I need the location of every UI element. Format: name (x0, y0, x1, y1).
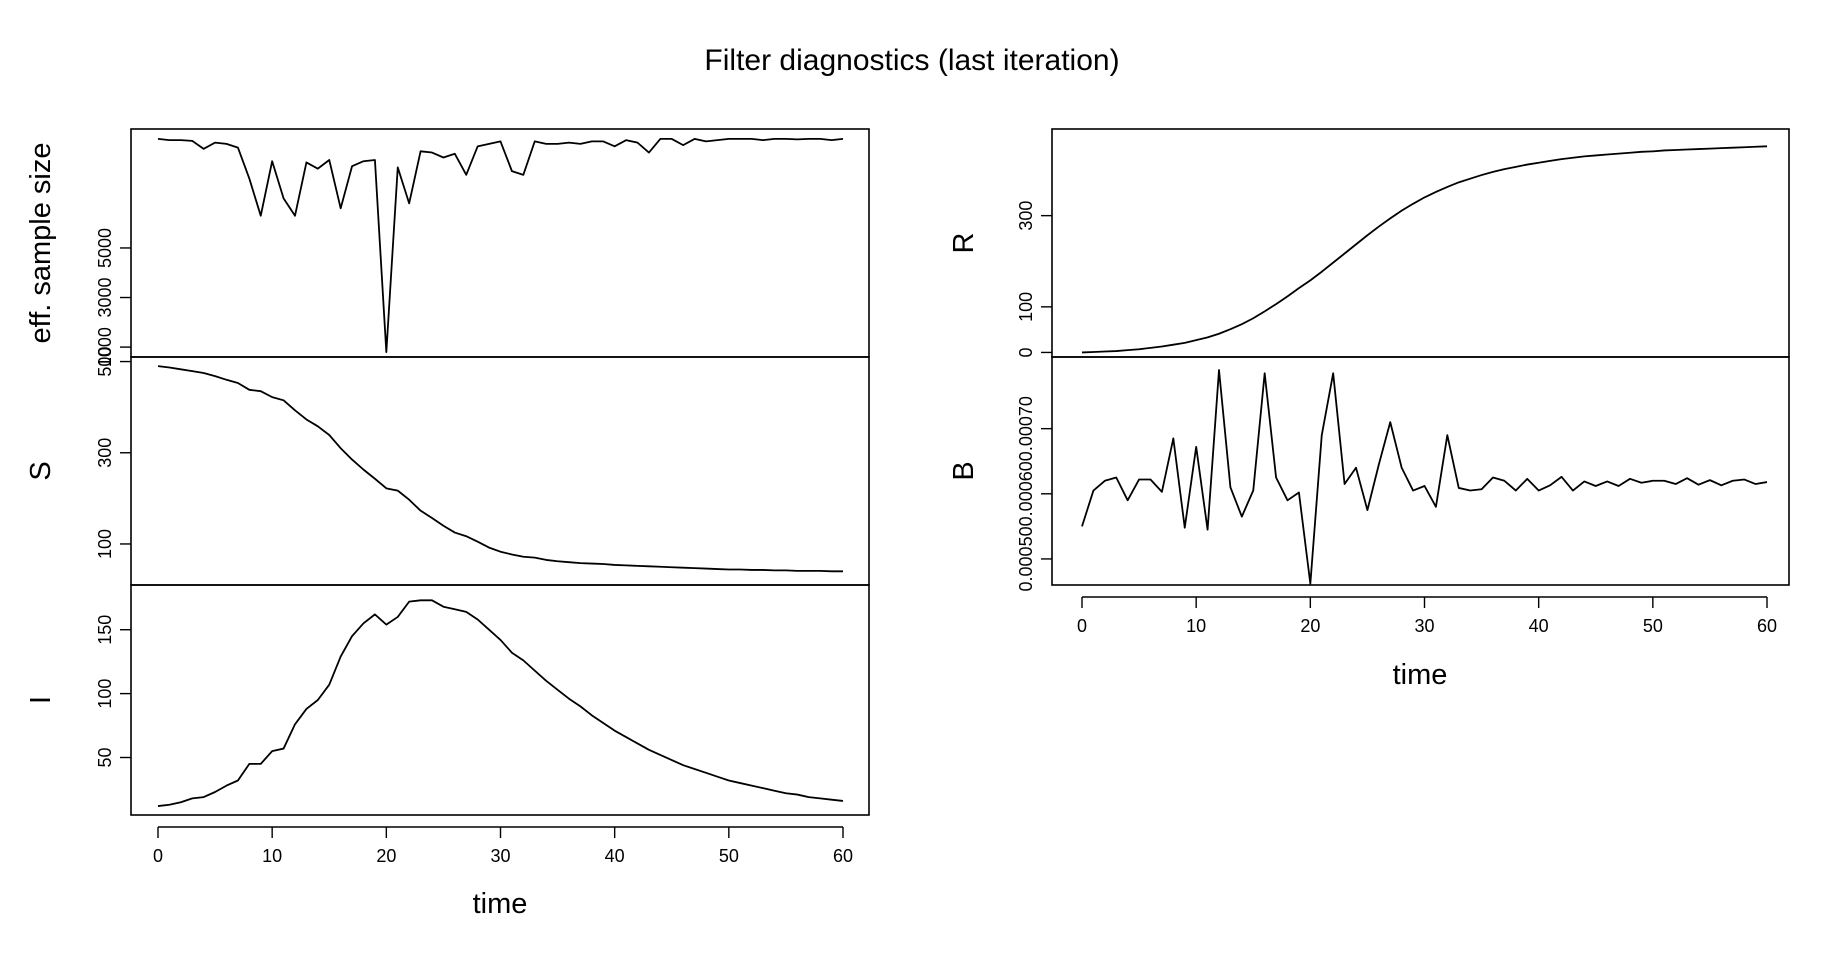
xtick-label-b: 40 (1529, 616, 1549, 636)
ylabel-s: S (25, 461, 57, 480)
xtick-label-i: 30 (490, 846, 510, 866)
ytick-label-b: 0.00060 (1016, 461, 1036, 526)
xtick-label-i: 0 (153, 846, 163, 866)
xtick-label-b: 20 (1300, 616, 1320, 636)
ytick-label-i: 150 (95, 615, 115, 645)
ylabel-r: R (948, 233, 980, 254)
ylabel-b: B (948, 461, 980, 480)
ytick-label-r: 0 (1016, 347, 1036, 357)
ytick-label-eff-sample-size: 5000 (95, 228, 115, 268)
xtick-label-i: 10 (262, 846, 282, 866)
ytick-label-eff-sample-size: 3000 (95, 277, 115, 317)
xtick-label-b: 0 (1077, 616, 1087, 636)
xlabel-right: time (1393, 659, 1448, 691)
ylabel-i: I (25, 696, 57, 704)
xtick-label-b: 60 (1757, 616, 1777, 636)
ytick-label-b: 0.00050 (1016, 526, 1036, 591)
xtick-label-i: 20 (376, 846, 396, 866)
ytick-label-i: 100 (95, 679, 115, 709)
xtick-label-i: 50 (719, 846, 739, 866)
series-line-i (157, 599, 844, 807)
ytick-label-r: 100 (1016, 292, 1036, 322)
xtick-label-i: 60 (833, 846, 853, 866)
panel-frame-b (1051, 356, 1790, 586)
xtick-label-b: 30 (1414, 616, 1434, 636)
ytick-label-s: 100 (95, 529, 115, 559)
ytick-label-s: 300 (95, 438, 115, 468)
series-line-eff-sample-size (157, 138, 844, 353)
panel-frame-i (130, 584, 870, 816)
figure-title: Filter diagnostics (last iteration) (704, 44, 1119, 77)
xtick-label-b: 10 (1186, 616, 1206, 636)
ytick-label-s: 500 (95, 347, 115, 377)
series-line-b (1081, 369, 1768, 585)
panel-frame-r (1051, 128, 1790, 358)
series-line-s (157, 365, 843, 573)
ytick-label-i: 50 (95, 747, 115, 767)
xtick-label-i: 40 (605, 846, 625, 866)
panel-frame-eff-sample-size (130, 128, 870, 358)
series-line-r (1081, 145, 1768, 354)
ytick-label-r: 300 (1016, 201, 1036, 231)
ytick-label-b: 0.00070 (1016, 396, 1036, 461)
xtick-label-b: 50 (1643, 616, 1663, 636)
ylabel-eff-sample-size: eff. sample size (25, 143, 57, 344)
xlabel-left: time (473, 888, 528, 920)
ytick-label-eff-sample-size: 1000 (95, 327, 115, 367)
